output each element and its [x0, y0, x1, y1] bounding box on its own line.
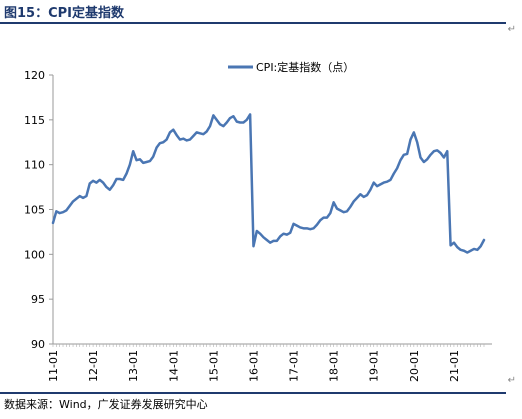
y-axis-ticks: 90 95 100 105 110 115 120: [24, 69, 53, 351]
chart-legend: CPI:定基指数（点）: [228, 60, 354, 74]
x-tick-label: 20-01: [408, 350, 421, 382]
x-tick-label: 12-01: [87, 350, 100, 382]
source-rule: [0, 392, 506, 394]
title-rule: [0, 22, 506, 24]
data-source: 数据来源：Wind，广发证券发展研究中心: [4, 398, 208, 411]
x-tick-label: 11-01: [47, 350, 60, 382]
x-tick-label: 15-01: [207, 350, 220, 382]
y-tick-label: 95: [31, 293, 45, 306]
x-tick-label: 14-01: [167, 350, 180, 382]
x-tick-label: 19-01: [368, 350, 381, 382]
y-tick-label: 105: [24, 204, 45, 217]
x-tick-label: 18-01: [328, 350, 341, 382]
x-tick-label: 16-01: [247, 350, 260, 382]
y-tick-label: 110: [24, 159, 45, 172]
y-tick-label: 100: [24, 248, 45, 261]
y-tick-label: 115: [24, 114, 45, 127]
series-line-cpi: [51, 113, 486, 254]
y-tick-label: 90: [31, 338, 45, 351]
x-tick-label: 13-01: [127, 350, 140, 382]
line-chart: CPI:定基指数（点） 90 95 100 105 110 115 120 11-01 12-…: [24, 60, 492, 382]
x-tick-label: 17-01: [288, 350, 301, 382]
edge-marker-bottom: ↵: [507, 375, 516, 386]
x-tick-label: 21-01: [448, 350, 461, 382]
x-axis-ticks: 11-01 12-01 13-01 14-01 15-01 16-01 17-01 18-01…: [47, 344, 485, 382]
legend-label: CPI:定基指数（点）: [256, 60, 354, 74]
y-tick-label: 120: [24, 69, 45, 82]
figure-title: 图15：CPI定基指数: [4, 6, 124, 21]
edge-marker-top: ↵: [507, 24, 516, 35]
